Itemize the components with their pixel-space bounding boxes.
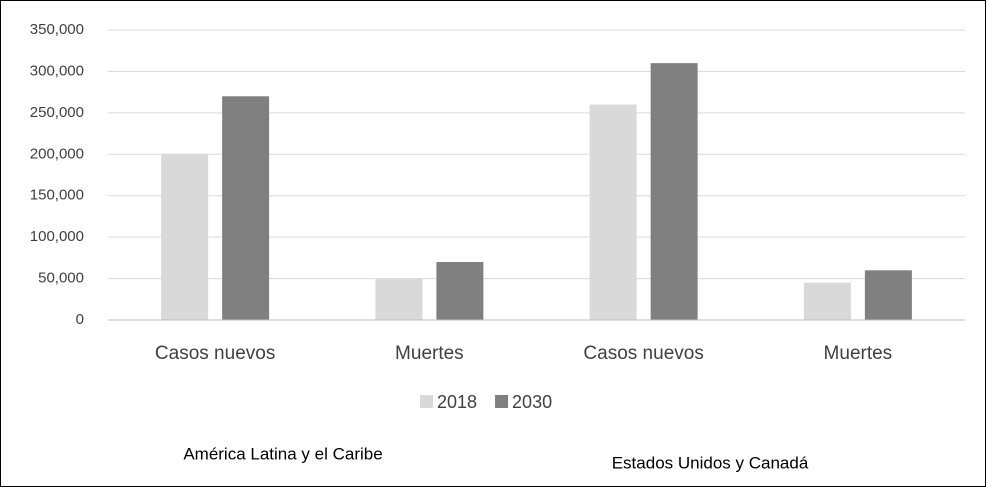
y-tick-label: 100,000 (30, 228, 84, 245)
y-tick-label: 350,000 (30, 21, 84, 38)
bar (375, 278, 423, 320)
group-label: Estados Unidos y Canadá (612, 453, 809, 472)
x-tick-label: Casos nuevos (155, 343, 275, 364)
x-tick-label: Muertes (824, 343, 893, 364)
y-tick-label: 0 (76, 311, 84, 328)
legend-label: 2030 (512, 392, 552, 412)
bar (803, 282, 851, 320)
bar (864, 270, 912, 320)
x-tick-label: Casos nuevos (583, 343, 703, 364)
y-tick-label: 200,000 (30, 145, 84, 162)
legend-label: 2018 (437, 392, 477, 412)
legend-swatch (495, 395, 509, 408)
group-label: América Latina y el Caribe (183, 444, 382, 463)
bar (161, 154, 209, 320)
legend-swatch (420, 395, 433, 408)
y-tick-label: 250,000 (30, 104, 84, 121)
y-tick-label: 300,000 (30, 62, 84, 79)
bar (650, 63, 698, 321)
bar (589, 104, 637, 320)
bar (222, 96, 270, 321)
y-tick-label: 150,000 (30, 187, 84, 204)
x-tick-label: Muertes (395, 343, 464, 364)
bar (436, 262, 484, 320)
y-tick-label: 50,000 (38, 270, 84, 287)
